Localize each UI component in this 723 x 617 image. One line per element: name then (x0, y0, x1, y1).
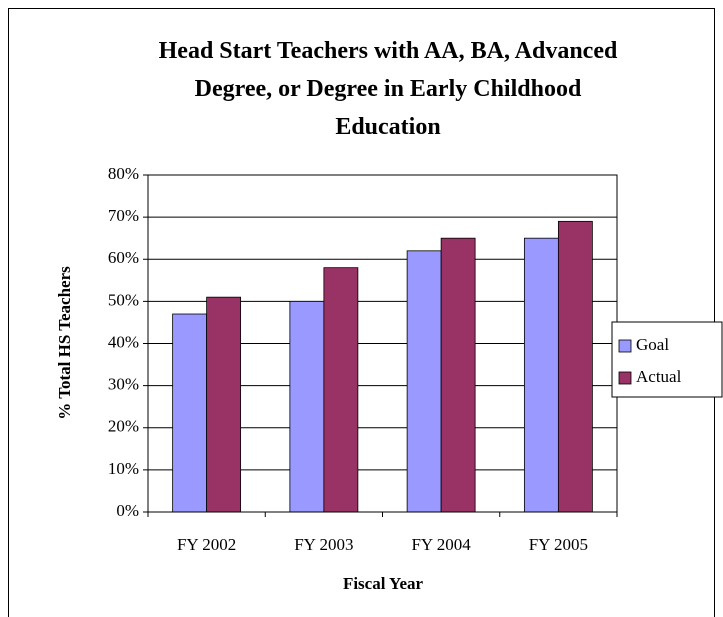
x-tick-label: FY 2003 (294, 535, 353, 554)
bar (323, 267, 359, 513)
bar (289, 300, 325, 513)
bar (406, 250, 442, 513)
y-tick-label: 30% (108, 375, 139, 394)
y-tick-label: 70% (108, 206, 139, 225)
y-tick-label: 80% (108, 164, 139, 183)
x-tick-label: FY 2004 (411, 535, 471, 554)
bar (172, 313, 208, 513)
legend-label: Actual (636, 367, 682, 386)
x-tick-label: FY 2002 (177, 535, 236, 554)
bar (523, 237, 559, 513)
legend-box (611, 321, 723, 398)
bar (557, 220, 593, 513)
y-tick-label: 0% (116, 501, 139, 520)
y-tick-label: 20% (108, 417, 139, 436)
legend-swatch (618, 371, 632, 385)
chart-title: Head Start Teachers with AA, BA, Advance… (158, 38, 618, 140)
x-axis-label: Fiscal Year (343, 574, 424, 593)
y-tick-label: 10% (108, 459, 139, 478)
y-tick-label: 60% (108, 248, 139, 267)
y-tick-label: 50% (108, 290, 139, 309)
y-axis-label: % Total HS Teachers (55, 266, 74, 420)
x-tick-label: FY 2005 (529, 535, 588, 554)
legend-swatch (618, 339, 632, 353)
y-tick-label: 40% (108, 332, 139, 351)
bar (440, 237, 476, 513)
legend-label: Goal (636, 335, 669, 354)
bar (206, 296, 242, 513)
